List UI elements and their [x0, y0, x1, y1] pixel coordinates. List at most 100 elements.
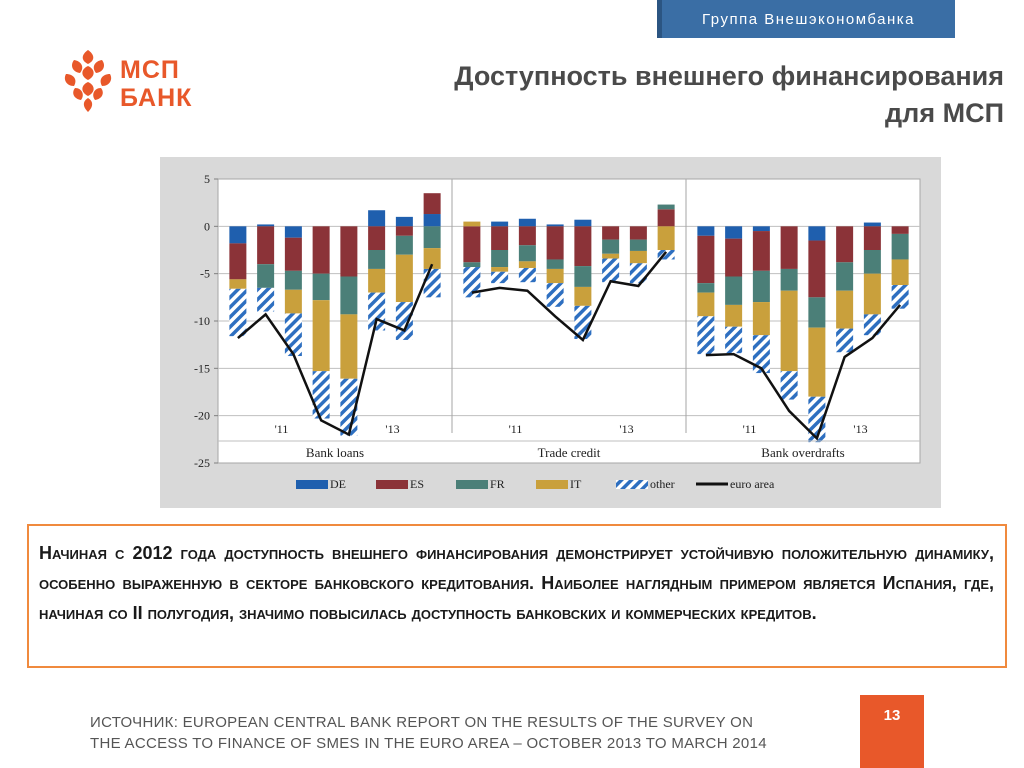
- bar-segment-it: [368, 268, 386, 293]
- bar-segment-it: [629, 250, 647, 264]
- year-label: '11: [743, 422, 757, 436]
- bar-segment-it: [491, 267, 509, 272]
- bar-segment-es: [780, 226, 798, 269]
- bar-segment-other: [546, 283, 564, 307]
- bar-segment-de: [518, 218, 536, 227]
- y-tick-label: 5: [204, 172, 210, 186]
- bar-segment-it: [602, 253, 620, 259]
- bar-segment-es: [574, 226, 592, 267]
- legend-label: ES: [410, 477, 424, 491]
- group-label: Группа Внешэкономбанка: [657, 0, 955, 38]
- bar-segment-de: [368, 210, 386, 227]
- bar-segment-es: [312, 226, 330, 274]
- bar-segment-it: [752, 302, 770, 336]
- panel-label: Trade credit: [538, 445, 601, 460]
- bar-segment-other: [463, 267, 481, 298]
- bar-segment-es: [518, 226, 536, 246]
- bar-segment-it: [697, 292, 715, 317]
- group-label-text: Группа Внешэкономбанка: [702, 10, 915, 28]
- bar-segment-es: [284, 237, 302, 271]
- bar-segment-fr: [602, 239, 620, 254]
- msp-bank-logo: МСП БАНК: [58, 48, 218, 118]
- logo-wordmark: МСП БАНК: [120, 56, 192, 112]
- bar-segment-it: [463, 221, 481, 227]
- bar-segment-es: [629, 226, 647, 240]
- bar-segment-fr: [395, 235, 413, 255]
- bar-segment-fr: [340, 276, 358, 315]
- bar-segment-fr: [368, 250, 386, 269]
- bar-segment-es: [891, 226, 909, 234]
- bar-segment-other: [312, 371, 330, 419]
- bar-segment-fr: [863, 250, 881, 274]
- page-number: 13: [860, 695, 924, 768]
- bar-segment-other: [395, 302, 413, 340]
- bar-segment-es: [546, 226, 564, 260]
- bar-segment-es: [657, 209, 675, 227]
- bar-segment-it: [395, 254, 413, 303]
- euro-area-line: [237, 263, 434, 437]
- bar-segment-fr: [752, 270, 770, 303]
- bar-segment-other: [229, 288, 247, 337]
- page-title: Доступность внешнего финансирования для …: [324, 58, 1004, 132]
- logo-line-2: БАНК: [120, 84, 193, 112]
- bar-segment-es: [697, 235, 715, 284]
- y-tick-label: 0: [204, 219, 210, 233]
- commentary-box: Начиная с 2012 года доступность внешнего…: [27, 524, 1007, 668]
- bar-segment-de: [546, 224, 564, 227]
- bar-segment-es: [463, 226, 481, 263]
- bar-segment-other: [629, 263, 647, 284]
- euro-area-line: [705, 304, 902, 441]
- legend-swatch: [456, 480, 488, 489]
- bar-segment-other: [697, 316, 715, 355]
- year-label: '13: [853, 422, 867, 436]
- bar-segment-other: [725, 326, 743, 354]
- pinecone-logo-icon: [64, 50, 112, 112]
- bar-segment-fr: [546, 259, 564, 269]
- bar-segment-it: [423, 248, 441, 269]
- bar-segment-de: [725, 226, 743, 239]
- legend-swatch: [616, 480, 648, 489]
- bar-segment-it: [284, 289, 302, 314]
- bar-segment-es: [395, 226, 413, 236]
- bar-segment-fr: [725, 276, 743, 305]
- y-tick-label: -10: [194, 314, 210, 328]
- panel-label: Bank loans: [306, 445, 364, 460]
- bar-segment-de: [808, 226, 826, 241]
- bar-segment-other: [423, 268, 441, 298]
- bar-segment-other: [752, 335, 770, 374]
- bar-segment-fr: [657, 204, 675, 210]
- bar-segment-other: [808, 396, 826, 443]
- bar-segment-fr: [312, 273, 330, 301]
- logo-line-1: МСП: [120, 56, 180, 84]
- bar-segment-other: [780, 371, 798, 400]
- bar-segment-it: [574, 286, 592, 306]
- bar-segment-de: [257, 224, 275, 227]
- legend-label: DE: [330, 477, 346, 491]
- chart-panel: 5 0 -5 -10 -15 -20 -25 '11 '13 Bank loans '11 '13 Tr…: [160, 157, 941, 508]
- bar-segment-es: [368, 226, 386, 250]
- bar-segment-fr: [574, 266, 592, 287]
- bar-segment-es: [602, 226, 620, 240]
- bar-segment-fr: [836, 262, 854, 291]
- bar-segment-it: [780, 290, 798, 372]
- bar-segment-es: [423, 193, 441, 215]
- bar-segment-de: [574, 219, 592, 227]
- bar-segment-es: [863, 226, 881, 250]
- bar-segment-other: [863, 314, 881, 336]
- bar-segment-fr: [891, 233, 909, 260]
- bar-segment-it: [725, 304, 743, 327]
- financing-chart: 5 0 -5 -10 -15 -20 -25 '11 '13 Bank loans '11 '13 Tr…: [194, 172, 921, 491]
- y-tick-label: -25: [194, 456, 210, 470]
- bar-segment-other: [491, 271, 509, 284]
- bar-segment-fr: [423, 226, 441, 249]
- panel-label: Bank overdrafts: [761, 445, 844, 460]
- y-tick-label: -15: [194, 361, 210, 375]
- bar-segment-de: [229, 226, 247, 244]
- commentary-text: Начиная с 2012 года доступность внешнего…: [39, 543, 994, 623]
- legend-label: other: [650, 477, 675, 491]
- source-line-1: ИСТОЧНИК: EUROPEAN CENTRAL BANK REPORT O…: [90, 714, 754, 731]
- bar-segment-fr: [518, 245, 536, 262]
- bar-segment-other: [891, 285, 909, 309]
- bar-segment-other: [257, 287, 275, 312]
- bar-segment-fr: [780, 268, 798, 291]
